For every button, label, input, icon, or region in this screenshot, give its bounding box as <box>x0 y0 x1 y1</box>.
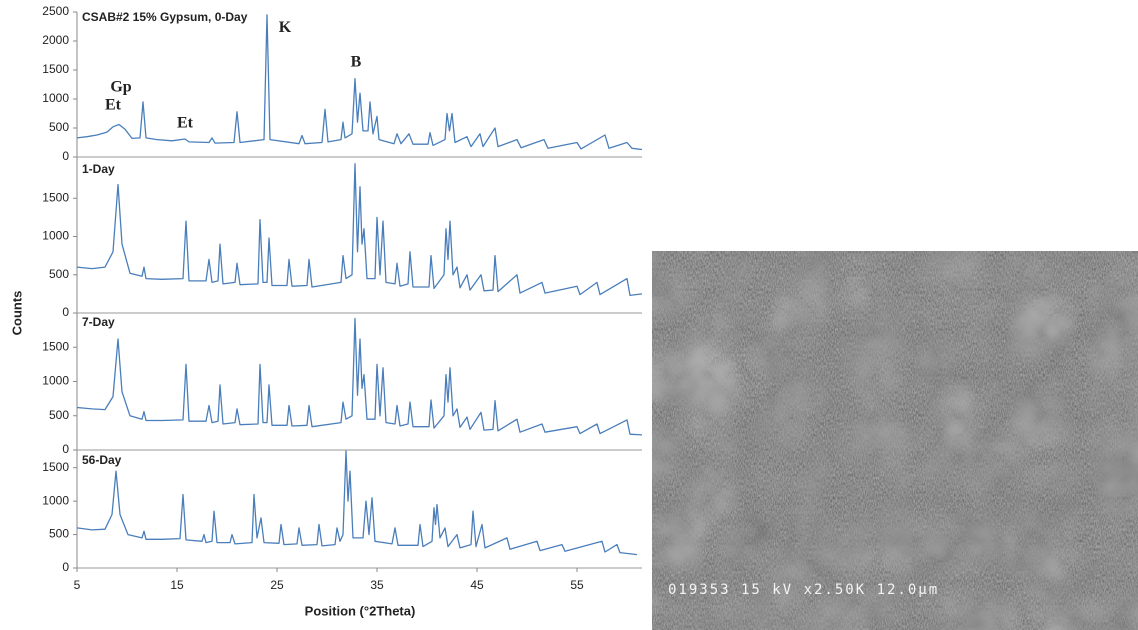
y-tick-label: 500 <box>49 527 69 541</box>
y-tick-label: 0 <box>62 560 69 574</box>
x-tick-label: 55 <box>570 578 584 592</box>
xrd-line <box>76 14 643 151</box>
y-tick-label: 0 <box>62 149 69 163</box>
y-tick-label: 500 <box>49 267 69 281</box>
xrd-line <box>76 163 643 297</box>
panel-label: 56-Day <box>82 453 122 467</box>
panel-label: 7-Day <box>82 315 115 329</box>
sem-texture <box>652 251 1138 630</box>
sem-caption: 019353 15 kV x2.50K 12.0µm <box>668 582 939 598</box>
xrd-line <box>76 317 643 436</box>
y-axis-title: Counts <box>9 291 24 336</box>
peak-annotation: B <box>351 54 362 71</box>
x-tick-label: 45 <box>470 578 484 592</box>
x-tick-label: 5 <box>74 578 81 592</box>
y-tick-label: 0 <box>62 305 69 319</box>
x-tick-label: 15 <box>170 578 184 592</box>
xrd-line <box>76 450 638 556</box>
peak-annotation: Et <box>105 97 122 114</box>
panel-label: 1-Day <box>82 162 115 176</box>
y-tick-label: 1000 <box>42 374 69 388</box>
y-tick-label: 1000 <box>42 229 69 243</box>
y-tick-label: 1500 <box>42 460 69 474</box>
y-tick-label: 1500 <box>42 339 69 353</box>
y-tick-label: 2500 <box>42 4 69 18</box>
y-tick-label: 1500 <box>42 190 69 204</box>
y-tick-label: 1000 <box>42 493 69 507</box>
sem-image: 019353 15 kV x2.50K 12.0µm <box>652 251 1138 630</box>
y-tick-label: 1000 <box>42 91 69 105</box>
peak-annotation: Gp <box>110 79 131 96</box>
y-tick-label: 500 <box>49 408 69 422</box>
y-tick-label: 0 <box>62 442 69 456</box>
x-axis-title: Position (°2Theta) <box>305 603 416 618</box>
y-tick-label: 2000 <box>42 33 69 47</box>
peak-annotation: Et <box>177 115 194 132</box>
x-tick-label: 25 <box>270 578 284 592</box>
x-tick-label: 35 <box>370 578 384 592</box>
peak-annotation: K <box>279 19 292 36</box>
panel-label: CSAB#2 15% Gypsum, 0-Day <box>82 10 248 24</box>
y-tick-label: 1500 <box>42 62 69 76</box>
y-tick-label: 500 <box>49 120 69 134</box>
